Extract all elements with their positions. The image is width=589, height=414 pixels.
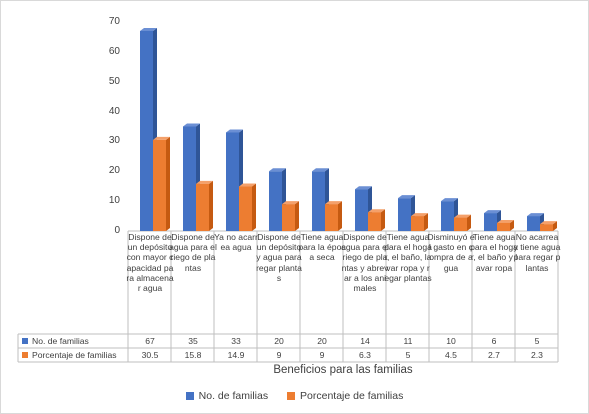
table-cell: 33: [231, 336, 241, 346]
y-tick-label: 30: [108, 135, 120, 147]
chart-legend: No. de familias Porcentaje de familias: [0, 390, 589, 402]
category-label: No acarrea y tiene agua para regar plant…: [513, 232, 561, 273]
legend-swatch-families: [185, 392, 194, 400]
table-cell: 5: [534, 336, 540, 346]
bar-percentage-7: [454, 214, 471, 231]
category-label: Dispone de agua para el riego de plantas: [169, 232, 217, 273]
table-row-key: [22, 352, 28, 358]
table-cell: 11: [403, 336, 413, 346]
table-cell: 35: [188, 336, 198, 346]
category-label: Tiene agua para la época seca: [298, 232, 346, 263]
table-cell: 14.9: [227, 350, 245, 360]
y-tick-label: 50: [108, 75, 120, 87]
bar-percentage-5: [368, 209, 385, 231]
bar-percentage-2: [239, 183, 256, 231]
table-cell: 10: [446, 336, 456, 346]
bar-percentage-8: [497, 219, 514, 231]
table-cell: 5: [405, 350, 411, 360]
table-cell: 6: [491, 336, 497, 346]
y-tick-label: 20: [108, 165, 120, 177]
y-tick-label: 70: [108, 16, 120, 27]
bar-percentage-9: [540, 221, 557, 231]
table-row-name: Porcentaje de familias: [32, 350, 117, 360]
category-label: Tiene agua para el hogar, el baño y lava…: [470, 232, 518, 273]
data-table-grid: [17, 231, 559, 363]
chart-bars: [140, 27, 557, 232]
table-cell: 30.5: [141, 350, 159, 360]
table-cell: 67: [145, 336, 155, 346]
legend-item-families: No. de familias: [185, 390, 269, 402]
bar-percentage-6: [411, 213, 428, 231]
table-cell: 4.5: [445, 350, 457, 360]
bar-percentage-0: [153, 136, 170, 231]
y-tick-label: 60: [108, 45, 120, 57]
table-cell: 20: [274, 336, 284, 346]
table-row-label: No. de familias: [18, 334, 126, 348]
category-label: Dispone de un depósito con mayor capacid…: [126, 232, 174, 294]
legend-item-percentage: Porcentaje de familias: [287, 390, 403, 402]
table-row-name: No. de familias: [32, 336, 89, 346]
table-cell: 2.7: [488, 350, 500, 360]
table-cell: 15.8: [184, 350, 202, 360]
table-cell: 6.3: [359, 350, 371, 360]
category-label: Dispone de agua para el riego de plantas…: [341, 232, 389, 294]
bar-percentage-4: [325, 201, 342, 231]
table-row-key: [22, 338, 28, 344]
y-tick-label: 10: [108, 195, 120, 207]
legend-swatch-percentage: [287, 392, 296, 400]
y-tick-label: 0: [114, 225, 120, 236]
bar-families-7: [441, 198, 458, 231]
bar-percentage-3: [282, 201, 299, 231]
y-tick-label: 40: [108, 105, 120, 117]
category-label: Ya no acarrea agua: [214, 232, 258, 253]
category-label: Disminuyó el gasto en compra de agua: [427, 232, 475, 273]
table-cell: 9: [319, 350, 325, 360]
legend-label-percentage: Porcentaje de familias: [300, 390, 404, 402]
table-cell: 14: [360, 336, 370, 346]
x-axis-title: Beneficios para las familias: [273, 364, 413, 376]
table-cell: 2.3: [531, 350, 543, 360]
category-label: Dispone de un depósito y agua para regar…: [256, 232, 302, 283]
table-cell: 9: [276, 350, 282, 360]
table-row-label: Porcentaje de familias: [18, 348, 126, 362]
bar-percentage-1: [196, 180, 213, 231]
legend-label-families: No. de familias: [198, 390, 269, 402]
table-cell: 20: [317, 336, 327, 346]
bar-families-5: [355, 186, 372, 231]
category-label: Tiene agua para el hogar, el baño, lavar…: [384, 232, 432, 283]
